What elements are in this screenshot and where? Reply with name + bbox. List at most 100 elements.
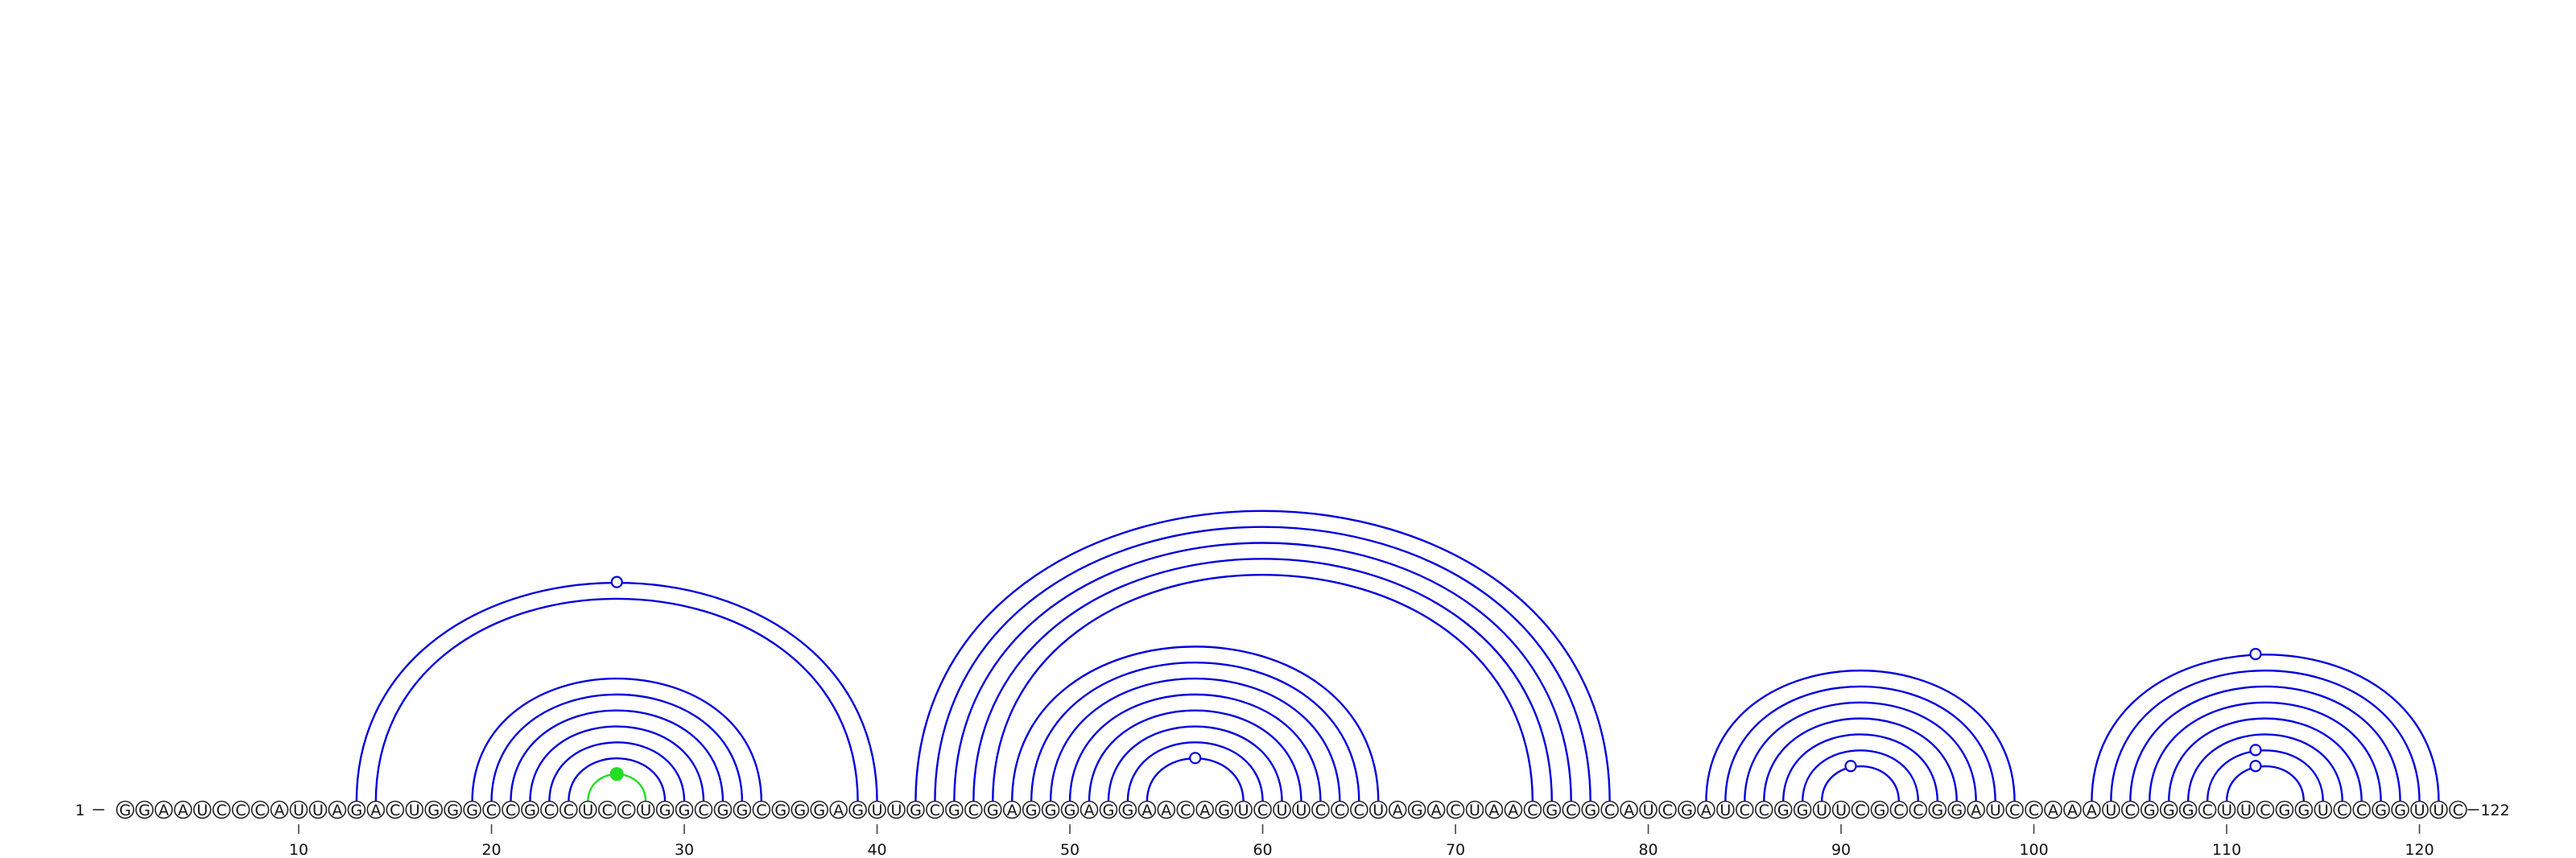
nucleotide-letter: U: [1295, 802, 1307, 819]
nucleotide: G: [1678, 800, 1696, 819]
sequence-start-label: 1: [75, 802, 85, 819]
nucleotide-letter: U: [2221, 802, 2232, 819]
nucleotide-letter: A: [1431, 802, 1442, 819]
nucleotide-letter: G: [717, 802, 729, 819]
axis-tick-label: 80: [1638, 841, 1657, 858]
base-pair-arc: [2225, 765, 2306, 802]
nucleotide: C: [1523, 800, 1542, 819]
nucleotide: C: [212, 800, 231, 819]
nucleotide: C: [2333, 800, 2352, 819]
nucleotide-circle: [1311, 800, 1330, 819]
nucleotide-letter: C: [756, 802, 766, 819]
nucleotide: A: [1484, 800, 1504, 819]
base-pair-arc: [2149, 701, 2382, 802]
base-pair-arc: [1744, 701, 1977, 802]
nucleotide: C: [2005, 800, 2024, 819]
nucleotide: C: [1658, 800, 1677, 819]
nucleotide: U: [868, 800, 886, 819]
nucleotide-circle: [1831, 800, 1851, 819]
base-pair-arc: [490, 693, 744, 802]
nucleotide-circle: [1620, 800, 1638, 819]
nucleotide-letter: U: [1990, 802, 2001, 819]
nucleotide: A: [1137, 800, 1157, 819]
nucleotide-letter: G: [1777, 802, 1790, 819]
base-pair-arc: [934, 526, 1591, 802]
nucleotide-circle: [482, 800, 501, 819]
nucleotide: C: [2121, 800, 2140, 819]
nucleotide-letter: C: [2009, 802, 2020, 819]
nucleotide-letter: C: [930, 802, 940, 819]
nucleotide-letter: G: [659, 802, 671, 819]
nucleotide: A: [1504, 800, 1523, 819]
nucleotide-letter: C: [2453, 802, 2463, 819]
nucleotide: G: [1581, 800, 1600, 819]
base-pair-arc: [2129, 685, 2401, 802]
nucleotide: U: [1368, 800, 1388, 819]
nucleotide-circle: [2198, 800, 2217, 819]
nucleotide-letter: G: [1026, 802, 1038, 819]
nucleotide-circle: [1002, 800, 1022, 819]
nucleotide-circle: [2391, 800, 2409, 819]
nucleotide-letter: G: [813, 802, 825, 819]
nucleotide: A: [1080, 800, 1099, 819]
nucleotide-circle: [155, 800, 173, 819]
nucleotide: A: [366, 800, 386, 819]
nucleotide: U: [1292, 800, 1311, 819]
nucleotide-letter: G: [2182, 802, 2194, 819]
nucleotide-letter: G: [1797, 802, 1809, 819]
nucleotide: G: [1041, 800, 1060, 819]
nucleotide-letter: G: [774, 802, 786, 819]
nucleotide: G: [2372, 800, 2390, 819]
axis-tick-label: 30: [675, 841, 694, 858]
nucleotide: G: [733, 800, 752, 819]
nucleotide: G: [1118, 800, 1137, 819]
nucleotide-circle: [135, 800, 154, 819]
nucleotide-letter: C: [1604, 802, 1615, 819]
nucleotide-circle: [2063, 800, 2082, 819]
nucleotide: C: [2198, 800, 2217, 819]
nucleotide: G: [906, 800, 925, 819]
nucleotide: U: [1812, 800, 1831, 819]
nucleotide-letter: C: [1315, 802, 1326, 819]
nucleotide-circle: [2256, 800, 2275, 819]
nucleotide-circle: [1639, 800, 1657, 819]
nucleotide-circle: [2025, 800, 2043, 819]
base-pair-arc: [914, 509, 1611, 802]
nucleotide-circle: [1870, 800, 1889, 819]
nucleotide-circle: [1118, 800, 1137, 819]
nucleotide-circle: [2275, 800, 2294, 819]
nucleotide-letter: C: [1740, 802, 1750, 819]
nucleotide-circle: [1600, 800, 1619, 819]
nucleotide-circle: [1465, 800, 1484, 819]
nucleotide-circle: [2178, 800, 2198, 819]
nucleotide-letter: C: [1180, 802, 1191, 819]
nucleotide: C: [2025, 800, 2043, 819]
nucleotide: A: [2044, 800, 2062, 819]
nucleotide-circle: [174, 800, 192, 819]
nucleotide-letter: G: [119, 802, 131, 819]
nucleotide-circle: [1176, 800, 1195, 819]
nucleotide: A: [270, 800, 289, 819]
nucleotide: C: [926, 800, 944, 819]
nucleotide: C: [1851, 800, 1870, 819]
base-pair-arc: [374, 597, 859, 802]
nucleotide-circle: [2102, 800, 2120, 819]
base-pair-arc: [1011, 646, 1380, 802]
nucleotide-circle: [212, 800, 231, 819]
nucleotide-circle: [2140, 800, 2159, 819]
nucleotide: A: [328, 800, 347, 819]
nucleotide: G: [2275, 800, 2294, 819]
nucleotide-letter: U: [582, 802, 593, 819]
nucleotide-circle: [1368, 800, 1388, 819]
nucleotide: U: [887, 800, 906, 819]
nucleotide-letter: A: [1488, 802, 1499, 819]
base-pair-arc: [1107, 725, 1283, 802]
nucleotide-circle: [2352, 800, 2371, 819]
nucleotide-circle: [559, 800, 578, 819]
nucleotide-letter: U: [1469, 802, 1480, 819]
nucleotide-circle: [771, 800, 791, 819]
nucleotide: G: [1870, 800, 1889, 819]
nucleotide-circle: [1234, 800, 1253, 819]
nucleotide-letter: U: [2105, 802, 2116, 819]
